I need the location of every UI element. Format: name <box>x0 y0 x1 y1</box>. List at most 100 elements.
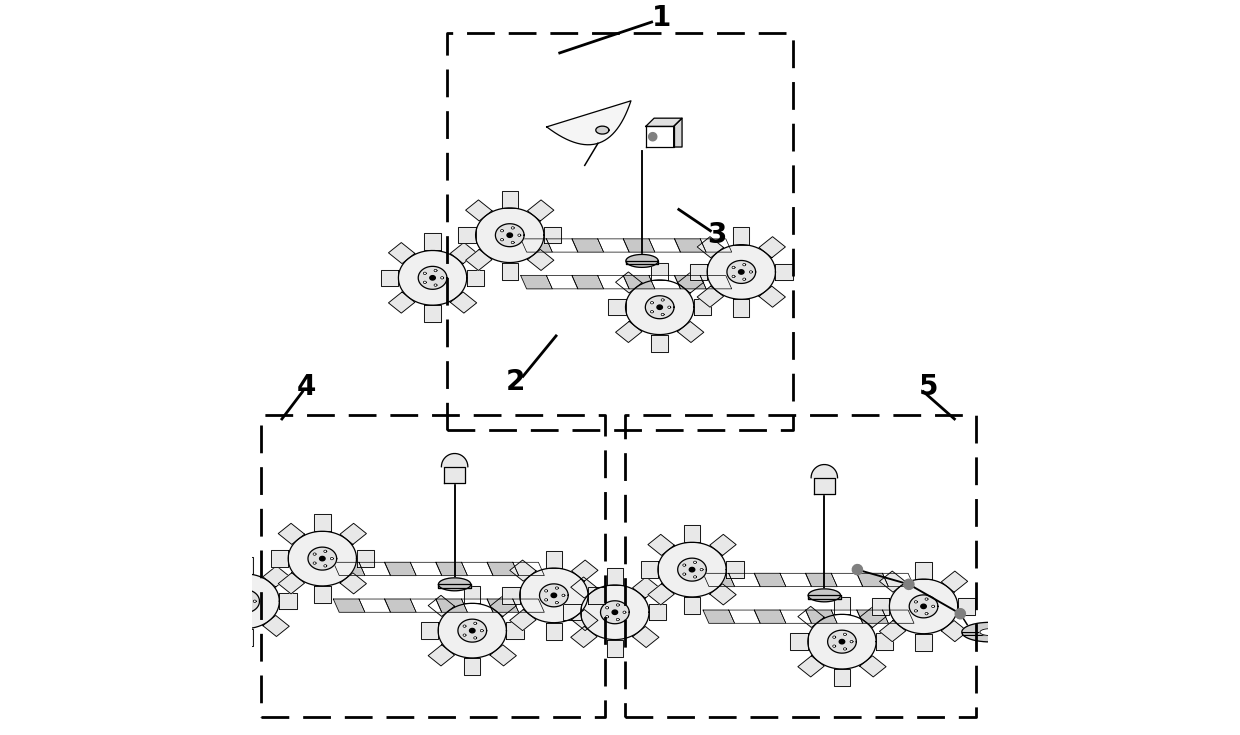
Polygon shape <box>957 598 975 614</box>
Polygon shape <box>546 623 562 640</box>
Polygon shape <box>657 305 662 309</box>
Polygon shape <box>808 595 841 598</box>
Polygon shape <box>439 584 471 587</box>
Polygon shape <box>247 607 249 610</box>
Polygon shape <box>410 562 441 576</box>
Polygon shape <box>423 281 427 284</box>
Polygon shape <box>253 600 257 603</box>
Text: 3: 3 <box>707 221 727 249</box>
Polygon shape <box>464 586 480 603</box>
Polygon shape <box>434 284 436 287</box>
Text: 5: 5 <box>919 373 939 401</box>
Polygon shape <box>470 628 475 633</box>
Polygon shape <box>727 260 755 284</box>
Polygon shape <box>980 628 999 636</box>
Polygon shape <box>236 604 239 607</box>
Polygon shape <box>683 525 701 542</box>
Polygon shape <box>925 598 928 600</box>
Polygon shape <box>727 562 744 578</box>
Polygon shape <box>872 598 889 614</box>
Polygon shape <box>312 562 316 564</box>
Polygon shape <box>626 261 658 264</box>
Polygon shape <box>732 275 735 278</box>
Text: 4: 4 <box>298 373 316 401</box>
Polygon shape <box>521 239 552 252</box>
Polygon shape <box>476 208 544 262</box>
Polygon shape <box>510 609 536 631</box>
Polygon shape <box>312 553 316 556</box>
Polygon shape <box>658 542 727 597</box>
Polygon shape <box>733 299 749 317</box>
Polygon shape <box>790 634 807 650</box>
Polygon shape <box>340 523 366 545</box>
Polygon shape <box>562 594 565 597</box>
Polygon shape <box>388 243 415 264</box>
Polygon shape <box>797 606 825 628</box>
Polygon shape <box>733 227 749 245</box>
Polygon shape <box>278 523 305 545</box>
Polygon shape <box>474 622 476 625</box>
Polygon shape <box>384 562 417 576</box>
Polygon shape <box>428 595 455 617</box>
Polygon shape <box>439 578 471 591</box>
Polygon shape <box>955 609 966 619</box>
Polygon shape <box>242 599 248 603</box>
Polygon shape <box>649 534 675 556</box>
Polygon shape <box>962 623 1018 642</box>
Polygon shape <box>501 238 503 241</box>
Polygon shape <box>334 562 365 576</box>
Polygon shape <box>507 233 512 237</box>
Polygon shape <box>729 610 760 623</box>
Polygon shape <box>879 571 905 592</box>
Polygon shape <box>464 658 480 675</box>
Polygon shape <box>743 278 745 281</box>
Polygon shape <box>360 562 391 576</box>
Polygon shape <box>673 118 682 147</box>
Polygon shape <box>490 645 516 666</box>
Polygon shape <box>683 573 686 576</box>
Polygon shape <box>330 557 334 560</box>
Polygon shape <box>807 614 877 669</box>
Polygon shape <box>754 573 786 587</box>
Polygon shape <box>441 453 467 467</box>
Polygon shape <box>649 276 681 289</box>
Polygon shape <box>410 599 441 612</box>
Polygon shape <box>324 564 327 567</box>
Polygon shape <box>616 603 619 606</box>
Polygon shape <box>340 573 366 594</box>
Polygon shape <box>624 239 655 252</box>
Polygon shape <box>831 610 863 623</box>
Polygon shape <box>231 589 259 613</box>
Polygon shape <box>502 587 520 603</box>
Polygon shape <box>270 551 288 567</box>
Polygon shape <box>914 600 918 603</box>
Polygon shape <box>418 266 446 290</box>
Polygon shape <box>877 634 894 650</box>
Polygon shape <box>324 550 327 553</box>
Polygon shape <box>572 560 598 581</box>
Polygon shape <box>703 573 734 587</box>
Polygon shape <box>732 266 735 269</box>
Polygon shape <box>883 610 914 623</box>
Text: 2: 2 <box>506 368 526 396</box>
Polygon shape <box>683 564 686 567</box>
Polygon shape <box>539 584 568 607</box>
Polygon shape <box>843 633 847 636</box>
Polygon shape <box>506 623 523 639</box>
Text: 1: 1 <box>651 4 671 32</box>
Polygon shape <box>398 251 466 305</box>
Polygon shape <box>263 615 289 637</box>
Polygon shape <box>624 276 655 289</box>
Polygon shape <box>314 586 331 603</box>
Polygon shape <box>605 606 609 609</box>
Polygon shape <box>843 648 847 650</box>
Polygon shape <box>889 579 957 634</box>
Polygon shape <box>520 568 588 623</box>
Polygon shape <box>780 610 811 623</box>
Polygon shape <box>450 292 476 313</box>
Polygon shape <box>605 615 609 618</box>
Polygon shape <box>883 573 914 587</box>
Polygon shape <box>598 276 629 289</box>
Polygon shape <box>813 478 835 494</box>
Polygon shape <box>675 276 706 289</box>
